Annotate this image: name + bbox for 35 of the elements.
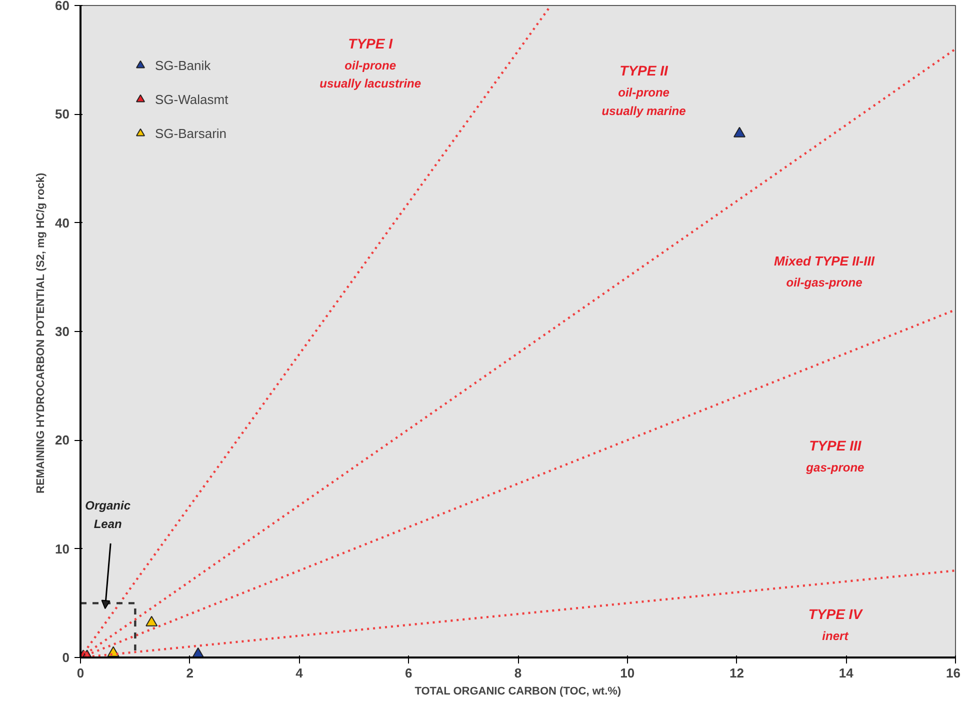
annotation: usually marine (602, 104, 686, 118)
x-tick-label: 6 (405, 666, 412, 680)
legend-label: SG-Banik (155, 58, 211, 72)
annotation: TYPE IV (808, 606, 864, 622)
legend-label: SG-Walasmt (155, 92, 228, 106)
x-tick-label: 4 (296, 666, 304, 680)
x-tick-label: 10 (620, 666, 635, 680)
x-tick-label: 16 (946, 666, 961, 680)
x-tick-label: 0 (76, 666, 84, 680)
annotation: Mixed TYPE II-III (774, 253, 875, 268)
x-tick-label: 8 (514, 666, 522, 680)
annotation: oil-prone (618, 85, 670, 100)
annotation: gas-prone (805, 460, 865, 474)
annotation: TYPE I (348, 36, 394, 52)
y-tick-label: 40 (55, 215, 70, 230)
annotation: oil-prone (344, 58, 396, 72)
x-tick-label: 2 (186, 666, 194, 680)
annotation: oil-gas-prone (786, 276, 863, 290)
annotation: TYPE III (809, 438, 862, 454)
annotation: inert (822, 628, 850, 643)
y-axis-title: REMAINING HYDROCARBON POTENTIAL (S2, mg HC/g rock) (35, 172, 48, 494)
x-tick-label: 12 (730, 666, 744, 680)
y-tick-label: 0 (62, 650, 70, 665)
annotation: Lean (94, 516, 122, 531)
y-tick-label: 60 (55, 0, 70, 13)
y-tick-label: 30 (55, 324, 70, 339)
annotation: TYPE II (620, 62, 670, 79)
y-tick-label: 20 (55, 432, 70, 448)
y-tick-label: 10 (55, 541, 70, 556)
x-tick-label: 14 (838, 666, 854, 680)
annotation: Organic (85, 498, 131, 512)
annotation: usually lacustrine (320, 76, 422, 91)
y-tick-label: 50 (55, 106, 70, 122)
x-axis-title: TOTAL ORGANIC CARBON (TOC, wt.%) (414, 686, 622, 698)
legend-label: SG-Barsarin (155, 126, 227, 140)
